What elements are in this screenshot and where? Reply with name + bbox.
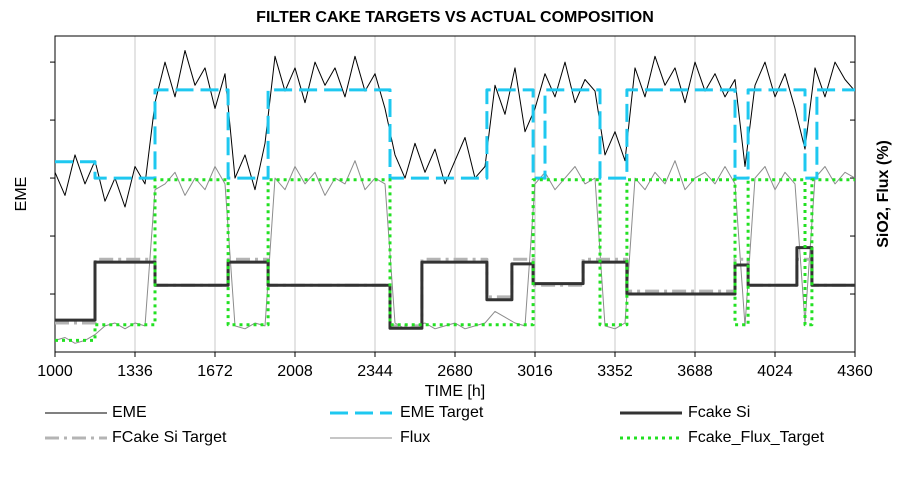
series-line [55, 178, 855, 342]
plot-frame [54, 35, 856, 353]
legend-label: Fcake_Flux_Target [688, 429, 825, 446]
x-tick-label: 2008 [277, 363, 313, 380]
x-tick-label: 2344 [357, 363, 393, 380]
series-line [54, 160, 856, 344]
chart-title: FILTER CAKE TARGETS VS ACTUAL COMPOSITIO… [256, 9, 654, 26]
y-axis-label: EME [13, 177, 30, 212]
y2-axis-label: SiO2, Flux (%) [875, 140, 892, 248]
x-tick-label: 4024 [757, 363, 793, 380]
legend-label: Flux [400, 429, 430, 446]
x-tick-label: 1672 [197, 363, 233, 380]
legend-label: EME Target [400, 404, 484, 421]
x-tick-label: 3688 [677, 363, 713, 380]
x-tick-label: 4360 [837, 363, 873, 380]
legend-label: FCake Si Target [112, 429, 227, 446]
legend-label: Fcake Si [688, 404, 750, 421]
x-tick-label: 2680 [437, 363, 473, 380]
x-tick-label: 3352 [597, 363, 633, 380]
x-tick-label: 1336 [117, 363, 153, 380]
x-tick-label: 3016 [517, 363, 553, 380]
series-line [55, 88, 855, 180]
x-tick-label: 1000 [37, 363, 73, 380]
legend-label: EME [112, 404, 147, 421]
x-axis-label: TIME [h] [425, 383, 485, 400]
